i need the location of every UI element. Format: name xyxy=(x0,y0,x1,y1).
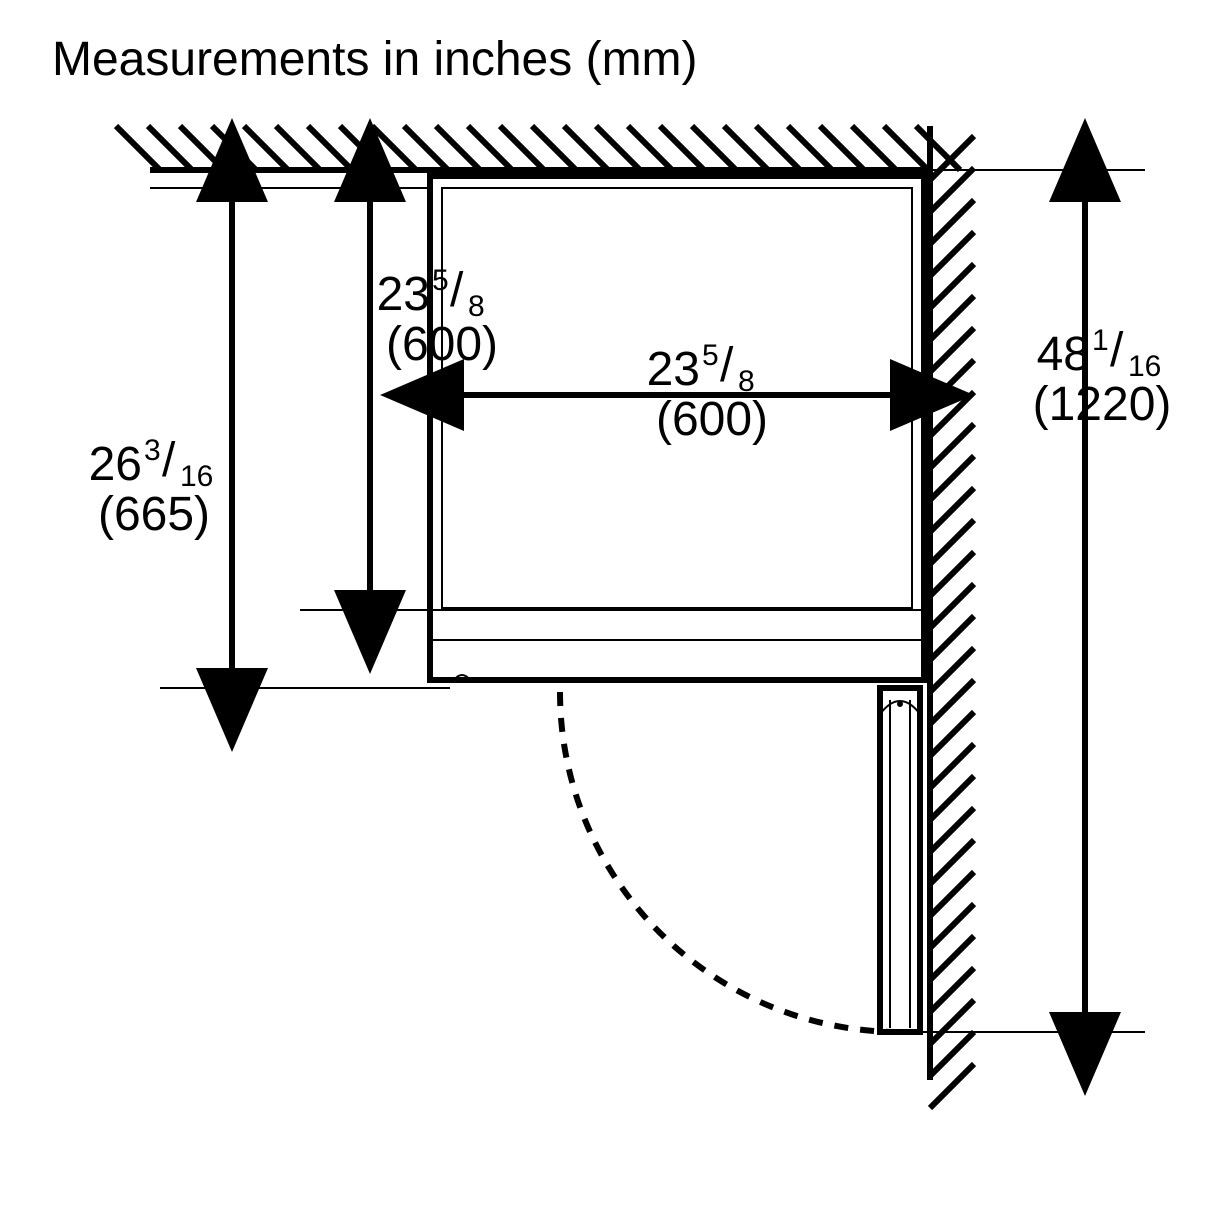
swing: 481/16(1220) xyxy=(1033,324,1172,431)
depth: 263/16(665) xyxy=(89,434,214,541)
svg-text:(600): (600) xyxy=(656,393,768,446)
body_depth: 235/8(600) xyxy=(377,264,498,371)
svg-text:(1220): (1220) xyxy=(1033,378,1172,431)
width: 235/8(600) xyxy=(647,339,768,446)
dimension-diagram: Measurements in inches (mm) 263/16(665) 23… xyxy=(0,0,1214,1214)
svg-text:/: / xyxy=(450,264,464,317)
svg-text:23: 23 xyxy=(377,268,430,321)
svg-text:1: 1 xyxy=(1092,324,1109,357)
svg-text:/: / xyxy=(162,434,176,487)
svg-text:/: / xyxy=(720,339,734,392)
svg-text:(665): (665) xyxy=(98,488,210,541)
svg-text:/: / xyxy=(1110,324,1124,377)
svg-text:23: 23 xyxy=(647,343,700,396)
svg-text:(600): (600) xyxy=(386,318,498,371)
svg-text:5: 5 xyxy=(702,339,719,372)
door-swing-arc xyxy=(560,692,900,1032)
svg-text:26: 26 xyxy=(89,438,142,491)
svg-text:3: 3 xyxy=(144,434,161,467)
svg-text:48: 48 xyxy=(1037,328,1090,381)
title-text: Measurements in inches (mm) xyxy=(52,33,698,86)
door-open xyxy=(880,688,920,1032)
svg-text:5: 5 xyxy=(432,264,449,297)
